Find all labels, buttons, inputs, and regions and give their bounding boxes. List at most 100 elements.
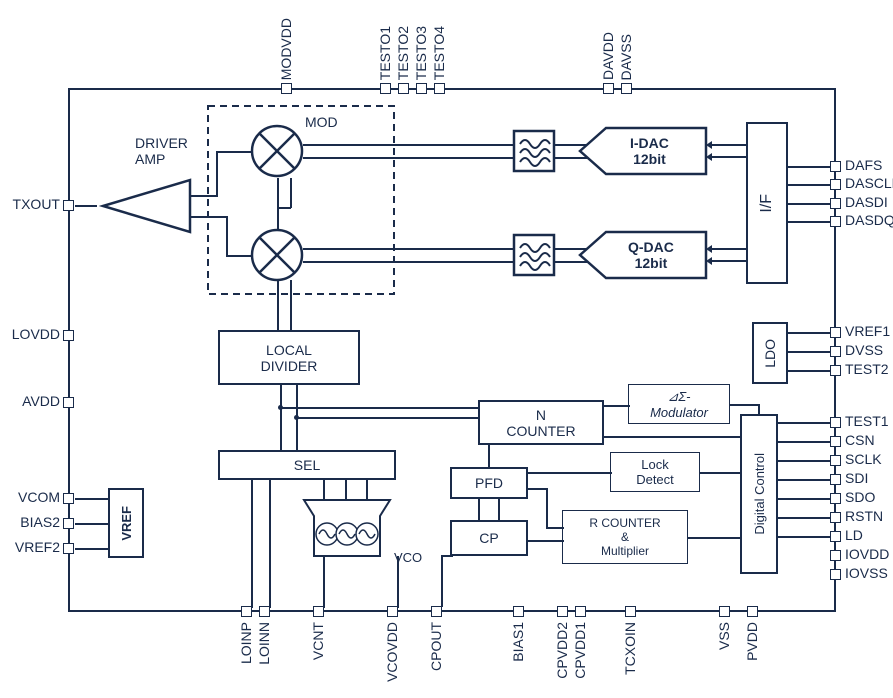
- vref-label: VREF: [119, 506, 134, 541]
- pin-label-rstn: RSTN: [845, 508, 883, 524]
- wire: [478, 499, 480, 521]
- pin-testo3: [416, 83, 427, 94]
- wire: [788, 332, 830, 334]
- wire: [778, 422, 830, 424]
- pfd-block: PFD: [450, 467, 528, 499]
- mixer-i-icon: [250, 124, 304, 178]
- cp-label: CP: [479, 530, 498, 546]
- pin-label-vcom: VCOM: [18, 489, 60, 505]
- wire: [555, 248, 587, 250]
- pin-label-vref1: VREF1: [845, 323, 890, 339]
- wire: [75, 548, 108, 550]
- wire: [604, 436, 742, 438]
- pin-sdo: [830, 493, 841, 504]
- wire: [75, 205, 97, 207]
- wire: [555, 144, 587, 146]
- pin-label-dvss: DVSS: [845, 342, 883, 358]
- sel-block: SEL: [218, 450, 396, 480]
- pin-label-lovdd: LOVDD: [12, 326, 60, 342]
- mod-label: MOD: [305, 114, 338, 130]
- pin-dasdi: [830, 198, 841, 209]
- pin-testo1: [380, 83, 391, 94]
- dsm-block: ⊿Σ- Modulator: [628, 384, 730, 424]
- pin-label-dasclk: DASCLK: [845, 175, 893, 191]
- pin-iovdd: [830, 550, 841, 561]
- pin-label-cpout: CPOUT: [428, 622, 444, 671]
- pin-csn: [830, 436, 841, 447]
- pin-label-modvdd: MODVDD: [278, 18, 294, 80]
- pin-vss: [719, 606, 730, 617]
- wire: [397, 556, 399, 608]
- pin-label-txout: TXOUT: [13, 196, 60, 212]
- wire: [488, 445, 490, 469]
- pin-label-sdi: SDI: [845, 470, 868, 486]
- pin-vcom: [63, 493, 74, 504]
- pin-label-avdd: AVDD: [22, 393, 60, 409]
- pin-label-bias1: BIAS1: [510, 622, 526, 662]
- pin-label-vcnt: VCNT: [310, 622, 326, 660]
- wire: [277, 280, 279, 330]
- pin-label-testo2: TESTO2: [395, 26, 411, 80]
- pin-dasclk: [830, 179, 841, 190]
- wire: [788, 221, 830, 223]
- wire: [277, 207, 291, 209]
- if-block: I/F: [746, 122, 788, 284]
- ldo-label: LDO: [762, 339, 778, 368]
- pin-label-test2: TEST2: [845, 361, 889, 377]
- wire: [788, 203, 830, 205]
- pin-label-iovdd: IOVDD: [845, 546, 889, 562]
- wire: [75, 523, 108, 525]
- local-divider-label: LOCAL DIVIDER: [261, 342, 318, 374]
- pin-label-cpvdd2: CPVDD2: [554, 622, 570, 679]
- wire: [216, 151, 252, 153]
- pin-vref2: [63, 543, 74, 554]
- wire: [303, 157, 513, 159]
- wire: [788, 166, 830, 168]
- pin-label-dasdq: DASDQ: [845, 212, 893, 228]
- pin-label-davdd: DAVDD: [600, 32, 616, 80]
- pin-label-dafs: DAFS: [845, 157, 882, 173]
- digitalcontrol-label: Digital Control: [752, 453, 767, 535]
- pin-cpvdd2: [557, 606, 568, 617]
- wire: [190, 216, 228, 218]
- wire: [296, 417, 480, 419]
- wire: [546, 488, 548, 528]
- dsm-label: ⊿Σ- Modulator: [650, 389, 708, 420]
- pin-cpout: [431, 606, 442, 617]
- pin-txout: [63, 200, 74, 211]
- wire: [700, 472, 742, 474]
- pin-label-bias2: BIAS2: [20, 514, 60, 530]
- junction-dot: [278, 405, 283, 410]
- pin-modvdd: [281, 83, 292, 94]
- pin-label-vcovdd: VCOVDD: [384, 622, 400, 682]
- pin-label-davss: DAVSS: [618, 34, 634, 80]
- driver-amp-icon: [95, 176, 195, 236]
- pin-dasdq: [830, 216, 841, 227]
- wire: [441, 555, 453, 557]
- pin-dvss: [830, 346, 841, 357]
- sel-label: SEL: [294, 457, 320, 473]
- wire: [758, 404, 760, 416]
- vref-block: VREF: [108, 488, 144, 558]
- ncounter-label: N COUNTER: [506, 407, 575, 439]
- wire: [251, 480, 253, 608]
- filter-q-icon: [512, 233, 556, 277]
- pin-avdd: [63, 397, 74, 408]
- junction-dot: [294, 415, 299, 420]
- pin-bias2: [63, 518, 74, 529]
- wire: [730, 404, 760, 406]
- pin-label-loinp: LOINP: [238, 622, 254, 664]
- wire: [555, 261, 587, 263]
- wire: [498, 499, 500, 521]
- vco-shape: [302, 498, 392, 558]
- driver-amp-label: DRIVER AMP: [135, 135, 205, 167]
- wire: [778, 498, 830, 500]
- pin-rstn: [830, 512, 841, 523]
- wire: [323, 480, 325, 500]
- cp-block: CP: [450, 520, 528, 556]
- filter-i-icon: [512, 129, 556, 173]
- pin-label-test1: TEST1: [845, 413, 889, 429]
- digitalcontrol-block: Digital Control: [740, 414, 778, 574]
- wire: [226, 255, 252, 257]
- pin-pvdd: [747, 606, 758, 617]
